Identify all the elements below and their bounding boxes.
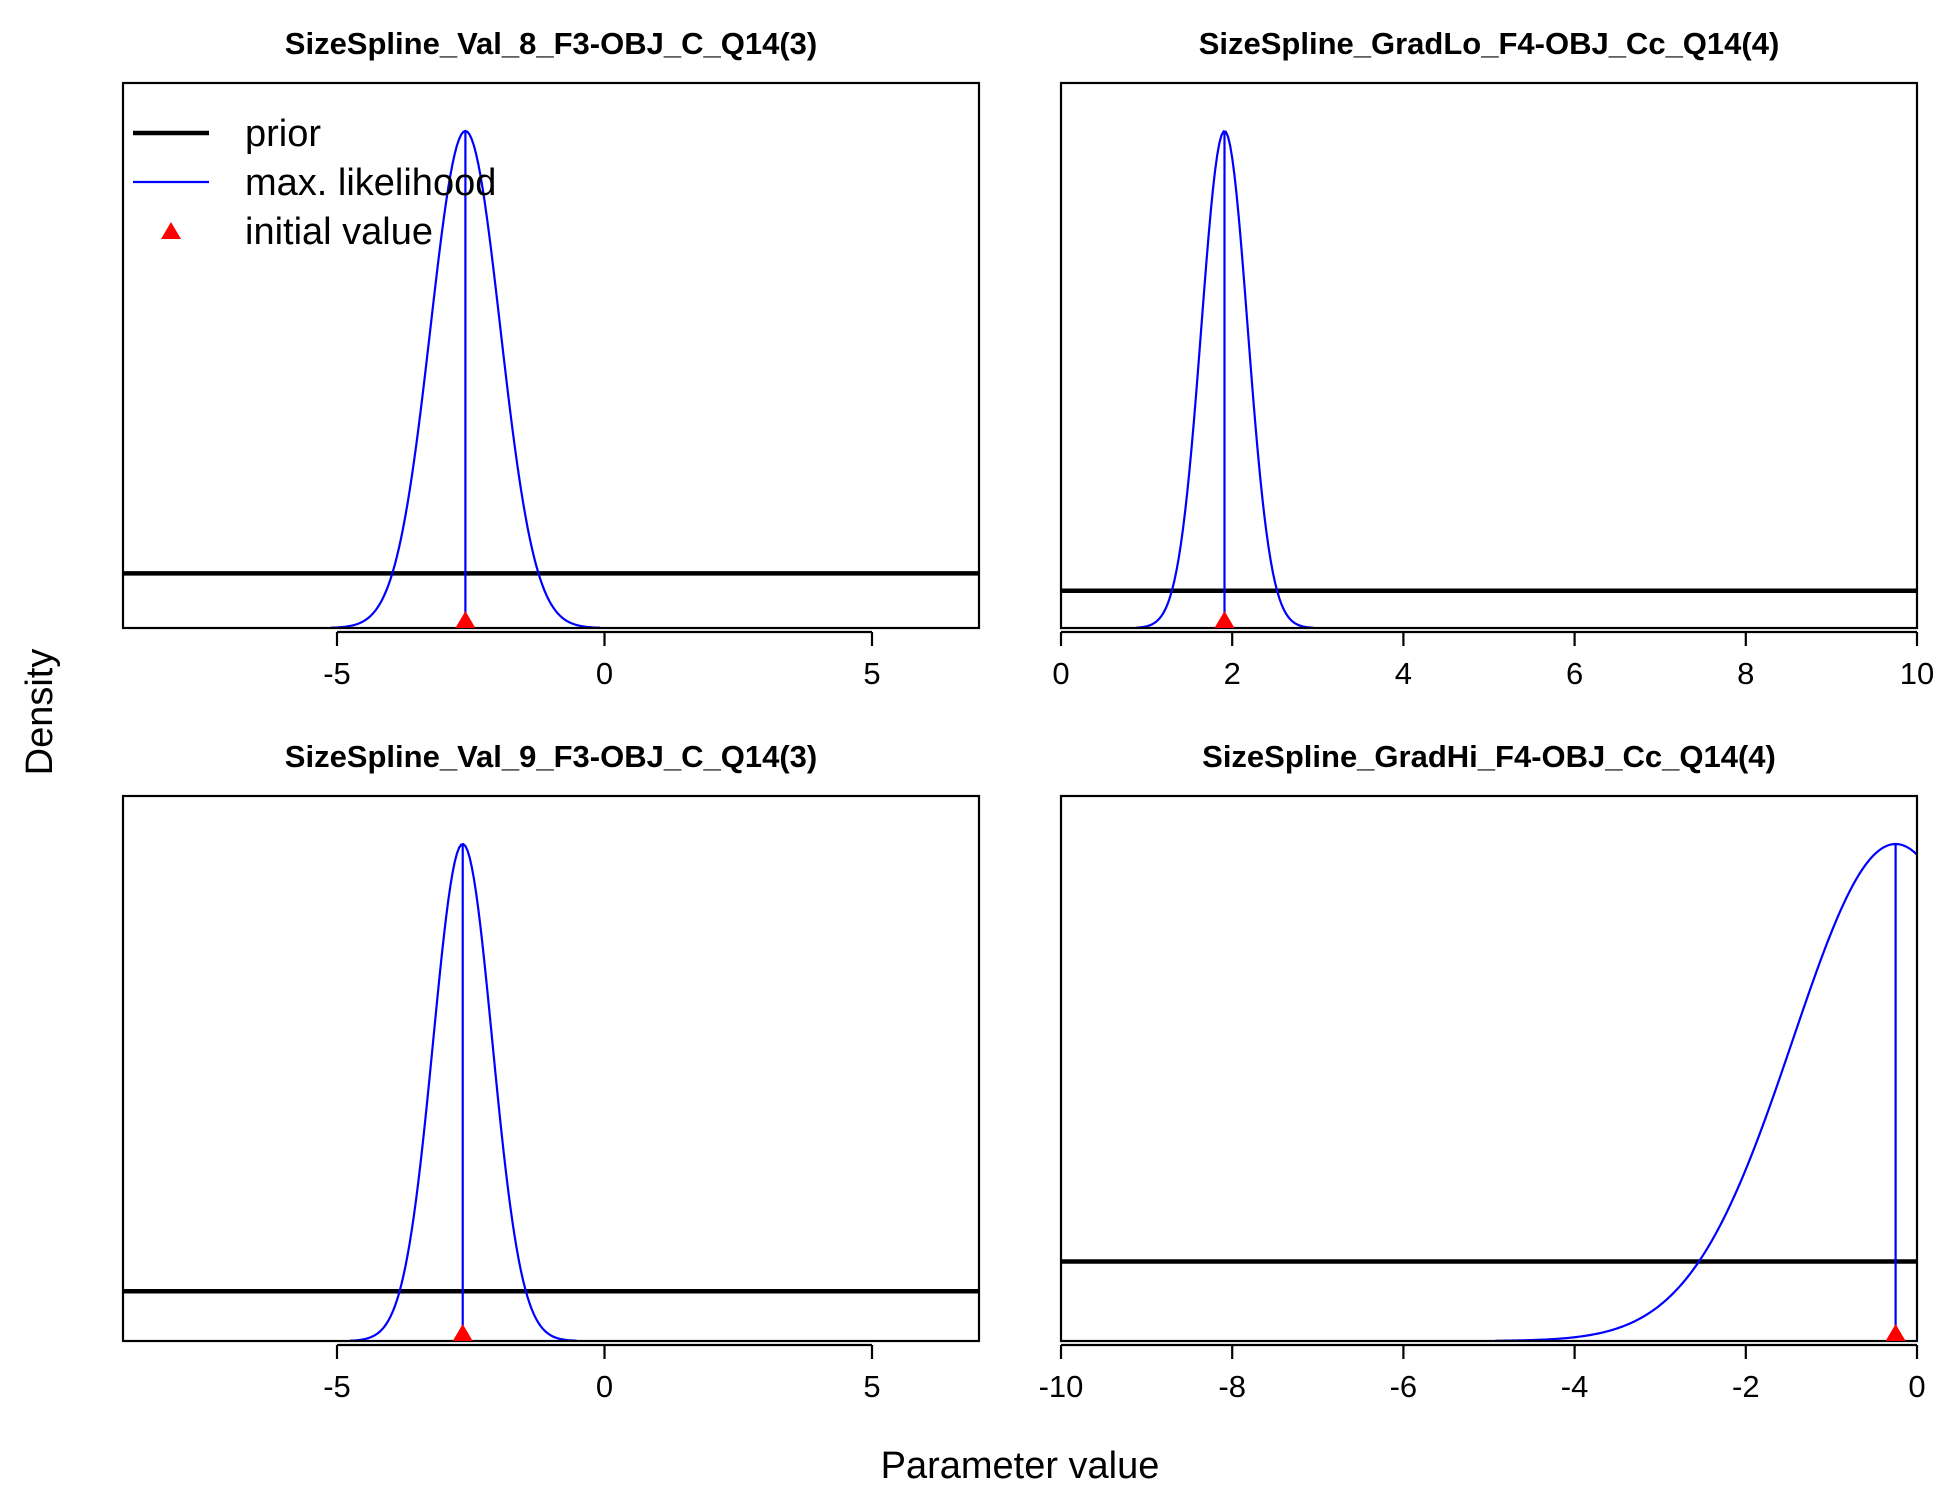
panel-title: SizeSpline_Val_9_F3-OBJ_C_Q14(3) (285, 739, 817, 774)
legend-triangle-icon (161, 222, 181, 239)
x-tick-label: 10 (1900, 656, 1934, 691)
panel-3: SizeSpline_Val_9_F3-OBJ_C_Q14(3) -5 0 5 (121, 739, 981, 1404)
x-tick-label: 0 (596, 656, 613, 691)
plot-frame (121, 81, 981, 630)
legend: prior max. likelihood initial value (133, 113, 496, 253)
panel-2: SizeSpline_GradLo_F4-OBJ_Cc_Q14(4) 0 2 4 6 8 1… (1052, 26, 1934, 691)
x-tick-label: 0 (1052, 656, 1069, 691)
panel-title: SizeSpline_GradLo_F4-OBJ_Cc_Q14(4) (1199, 26, 1780, 61)
plot-frame (121, 794, 981, 1343)
legend-item: initial value (161, 211, 433, 253)
legend-item: prior (133, 113, 321, 155)
initial-value-marker (455, 611, 476, 628)
legend-label: prior (245, 113, 321, 155)
x-tick-label: -10 (1039, 1369, 1084, 1404)
legend-label: max. likelihood (245, 162, 496, 204)
x-tick-label: -2 (1732, 1369, 1760, 1404)
x-tick-label: 5 (863, 656, 880, 691)
legend-item: max. likelihood (133, 162, 496, 204)
x-tick-label: 2 (1224, 656, 1241, 691)
panel-title: SizeSpline_GradHi_F4-OBJ_Cc_Q14(4) (1202, 739, 1776, 774)
y-axis-title: Density (19, 649, 61, 776)
legend-label: initial value (245, 211, 433, 253)
x-tick-label: 0 (596, 1369, 613, 1404)
x-tick-label: 8 (1737, 656, 1754, 691)
initial-value-marker (1885, 1324, 1906, 1341)
panel-title: SizeSpline_Val_8_F3-OBJ_C_Q14(3) (285, 26, 817, 61)
x-tick-label: -8 (1218, 1369, 1246, 1404)
initial-value-marker (1214, 611, 1235, 628)
initial-value-marker (452, 1324, 473, 1341)
panel-4: SizeSpline_GradHi_F4-OBJ_Cc_Q14(4) -10 -8 -… (1039, 739, 1926, 1404)
x-tick-label: -5 (323, 1369, 351, 1404)
x-tick-label: -6 (1390, 1369, 1418, 1404)
x-tick-label: 4 (1395, 656, 1412, 691)
x-tick-label: -5 (323, 656, 351, 691)
x-tick-label: 0 (1908, 1369, 1925, 1404)
plot-frame (1059, 794, 1919, 1343)
x-axis-title: Parameter value (881, 1445, 1160, 1487)
panels: SizeSpline_Val_8_F3-OBJ_C_Q14(3)-5 0 5Size… (121, 26, 1934, 1404)
plot-frame (1059, 81, 1919, 630)
x-tick-label: 5 (863, 1369, 880, 1404)
mle-curve (1495, 842, 1917, 1341)
x-tick-label: 6 (1566, 656, 1583, 691)
panel-1: SizeSpline_Val_8_F3-OBJ_C_Q14(3) -5 0 5 (121, 26, 981, 691)
x-tick-label: -4 (1561, 1369, 1589, 1404)
